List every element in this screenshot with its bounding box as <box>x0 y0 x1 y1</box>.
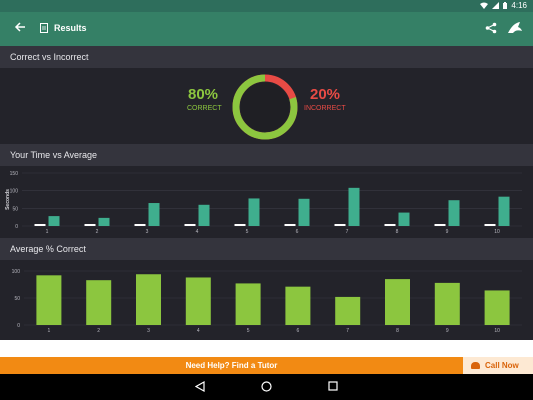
bar <box>84 224 96 226</box>
donut-hole <box>240 82 290 132</box>
x-tick-label: 8 <box>396 328 399 334</box>
navigation-bar <box>0 374 533 400</box>
bar <box>198 204 210 226</box>
arrow-left-icon[interactable] <box>14 21 26 35</box>
call-now-label: Call Now <box>485 361 519 370</box>
bar <box>36 275 62 325</box>
x-tick-label: 2 <box>97 328 100 334</box>
nav-back-icon[interactable] <box>195 381 205 392</box>
bar <box>148 203 160 226</box>
x-tick-label: 1 <box>48 328 51 334</box>
x-tick-label: 8 <box>396 229 399 235</box>
x-tick-label: 5 <box>247 328 250 334</box>
x-tick-label: 7 <box>346 328 349 334</box>
y-tick-label: 100 <box>12 269 21 275</box>
bar <box>234 224 246 226</box>
y-tick-label: 0 <box>15 224 18 230</box>
section-header-correct-vs-incorrect: Correct vs Incorrect <box>0 46 533 68</box>
bar <box>248 198 260 226</box>
x-tick-label: 6 <box>297 328 300 334</box>
x-tick-label: 9 <box>446 328 449 334</box>
bar <box>335 296 361 325</box>
incorrect-label: INCORRECT <box>304 105 346 112</box>
score-donut <box>231 73 299 141</box>
bar <box>184 224 196 226</box>
bar <box>385 279 410 325</box>
bar <box>134 224 146 226</box>
x-tick-label: 3 <box>147 328 150 334</box>
y-tick-label: 50 <box>14 296 20 302</box>
status-time: 4:16 <box>511 1 527 10</box>
x-tick-label: 9 <box>446 229 449 235</box>
ad-spacer <box>0 340 533 357</box>
x-tick-label: 1 <box>46 229 49 235</box>
bar <box>136 274 161 325</box>
document-icon <box>40 23 48 33</box>
bar <box>448 200 460 226</box>
x-tick-label: 2 <box>96 229 99 235</box>
shark-icon[interactable] <box>507 21 523 35</box>
bar <box>334 224 346 226</box>
x-tick-label: 4 <box>196 229 199 235</box>
y-tick-label: 150 <box>10 171 19 177</box>
x-tick-label: 4 <box>197 328 200 334</box>
bar <box>434 224 446 226</box>
x-tick-label: 10 <box>494 229 500 235</box>
section-title: Correct vs Incorrect <box>10 52 89 62</box>
bar <box>348 187 360 226</box>
time-chart: 0 50 100 150 Seconds 1 2 3 4 5 6 7 8 9 10 <box>5 171 522 235</box>
bar <box>98 217 110 226</box>
x-tick-label: 6 <box>296 229 299 235</box>
section-header-time-vs-average: Your Time vs Average <box>0 144 533 166</box>
wifi-icon <box>480 2 489 9</box>
bar <box>284 224 296 226</box>
correct-label: CORRECT <box>187 105 222 112</box>
y-tick-label: 0 <box>17 323 20 329</box>
y-tick-label: 100 <box>10 189 19 195</box>
x-tick-label: 3 <box>146 229 149 235</box>
bar <box>484 290 510 325</box>
bar <box>285 286 311 325</box>
bar <box>498 196 510 226</box>
y-tick-label: 50 <box>12 206 18 212</box>
section-title: Your Time vs Average <box>10 150 98 160</box>
section-title: Average % Correct <box>10 244 86 254</box>
page-title: Results <box>54 23 87 33</box>
nav-recents-icon[interactable] <box>328 381 338 391</box>
bar <box>86 280 112 325</box>
bar <box>185 277 211 325</box>
bar <box>48 216 60 226</box>
x-tick-label: 7 <box>346 229 349 235</box>
bar <box>484 224 496 226</box>
y-axis-label: Seconds <box>5 189 11 210</box>
signal-icon <box>492 2 500 9</box>
find-tutor-button[interactable]: Need Help? Find a Tutor <box>0 357 463 374</box>
incorrect-percent: 20% <box>310 86 341 103</box>
status-bar: 4:16 <box>0 0 533 12</box>
app-bar: Results <box>0 12 533 46</box>
bar <box>434 282 460 325</box>
nav-home-icon[interactable] <box>261 381 272 392</box>
bar <box>34 224 46 226</box>
x-tick-label: 10 <box>494 328 500 334</box>
donut-correct-arc <box>232 74 298 140</box>
share-icon[interactable] <box>485 22 497 34</box>
section-header-average-correct: Average % Correct <box>0 238 533 260</box>
correct-chart: 0 50 100 1 2 3 4 5 6 7 8 9 10 <box>12 269 522 334</box>
x-tick-label: 5 <box>246 229 249 235</box>
bar <box>235 283 261 325</box>
correct-percent: 80% <box>188 86 219 103</box>
bar <box>398 212 410 226</box>
battery-icon <box>503 2 508 9</box>
bar <box>298 198 310 226</box>
phone-icon <box>471 362 480 370</box>
call-now-button[interactable]: Call Now <box>463 357 533 374</box>
find-tutor-label: Need Help? Find a Tutor <box>185 361 278 370</box>
bar <box>384 224 396 226</box>
